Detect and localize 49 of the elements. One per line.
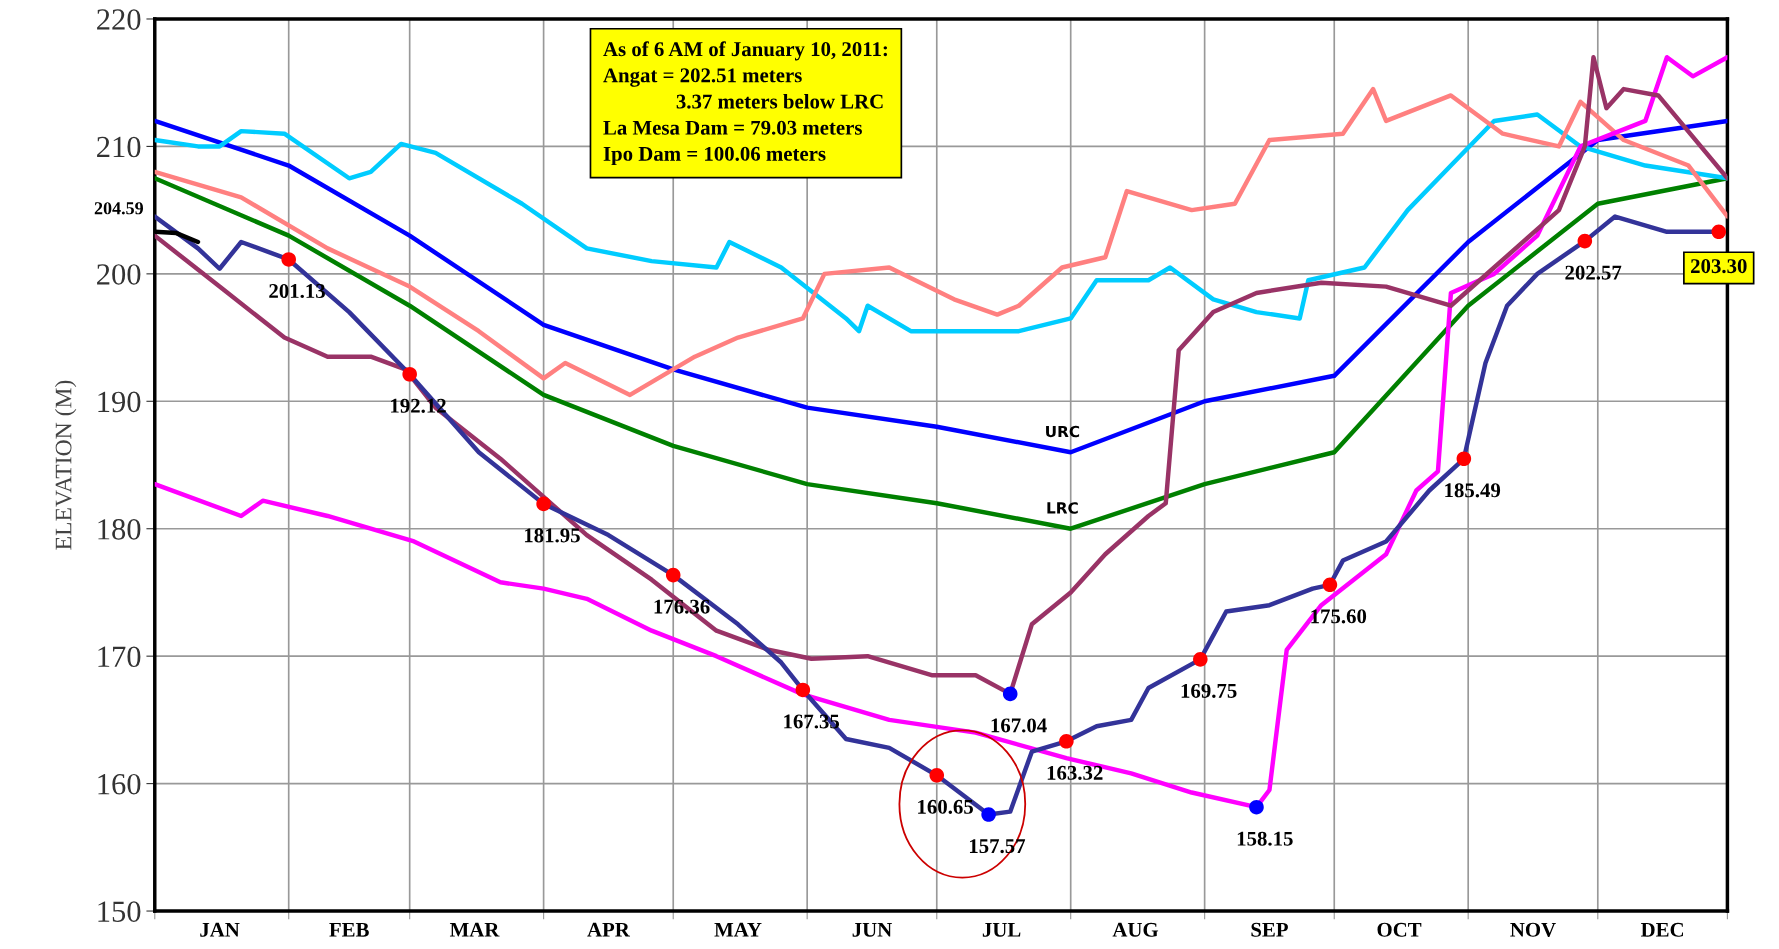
point	[1711, 224, 1727, 240]
x-tick-label: MAR	[449, 922, 500, 937]
y-tick-label: 200	[97, 264, 141, 285]
point	[1322, 577, 1338, 593]
x-tick-label: APR	[587, 922, 631, 937]
point	[1059, 734, 1074, 749]
annotation: 201.13	[269, 283, 325, 299]
x-tick-label: AUG	[1112, 922, 1159, 937]
x-tick-label: OCT	[1377, 922, 1422, 937]
annotation: 203.30	[1691, 259, 1747, 274]
y-tick-label: 220	[97, 9, 141, 30]
x-tick-label: MAY	[714, 922, 762, 937]
point	[1249, 799, 1264, 815]
x-tick-label: JUN	[852, 922, 892, 937]
y-tick-label: 190	[98, 391, 141, 413]
point	[1002, 686, 1018, 702]
y-tick-label: 180	[98, 519, 141, 540]
annotation: 185.49	[1445, 483, 1501, 498]
y-axis-title: ELEVATION (M)	[54, 380, 77, 550]
annotation: 160.65	[918, 799, 973, 814]
x-tick-label: FEB	[329, 922, 369, 937]
y-tick-label: 150	[98, 901, 141, 922]
point	[795, 682, 811, 698]
annotation: LRC	[1047, 502, 1078, 514]
point	[1456, 451, 1472, 467]
annotation: 167.04	[991, 718, 1047, 733]
point	[1193, 652, 1208, 667]
point	[536, 496, 551, 512]
annotation: 202.57	[1565, 265, 1622, 280]
annotation: 163.32	[1047, 765, 1103, 780]
point	[402, 366, 417, 382]
x-tick-label: SEP	[1251, 922, 1288, 937]
point	[665, 567, 681, 583]
point	[929, 768, 945, 783]
y-tick-label: 210	[97, 136, 141, 158]
x-tick-label: JAN	[200, 922, 240, 937]
annotation: URC	[1046, 425, 1080, 438]
annotation: As of 6 AM of January 10, 2011: Angat = 202.51 meters 3.37 meters below LRC La Mesa Dam = 79.03 meters Ipo Dam = 100.06 meters	[603, 41, 887, 166]
annotation: 204.59	[94, 202, 144, 215]
point	[1577, 233, 1593, 249]
point	[981, 807, 996, 822]
y-tick-label: 170	[98, 646, 141, 668]
y-tick-label: 160	[98, 773, 141, 795]
annotation: 181.95	[524, 528, 580, 543]
x-tick-label: NOV	[1510, 922, 1556, 937]
annotation: 169.75	[1181, 683, 1237, 698]
annotation: 158.15	[1237, 831, 1293, 846]
x-tick-label: JUL	[982, 922, 1021, 937]
x-tick-label: DEC	[1640, 922, 1684, 937]
